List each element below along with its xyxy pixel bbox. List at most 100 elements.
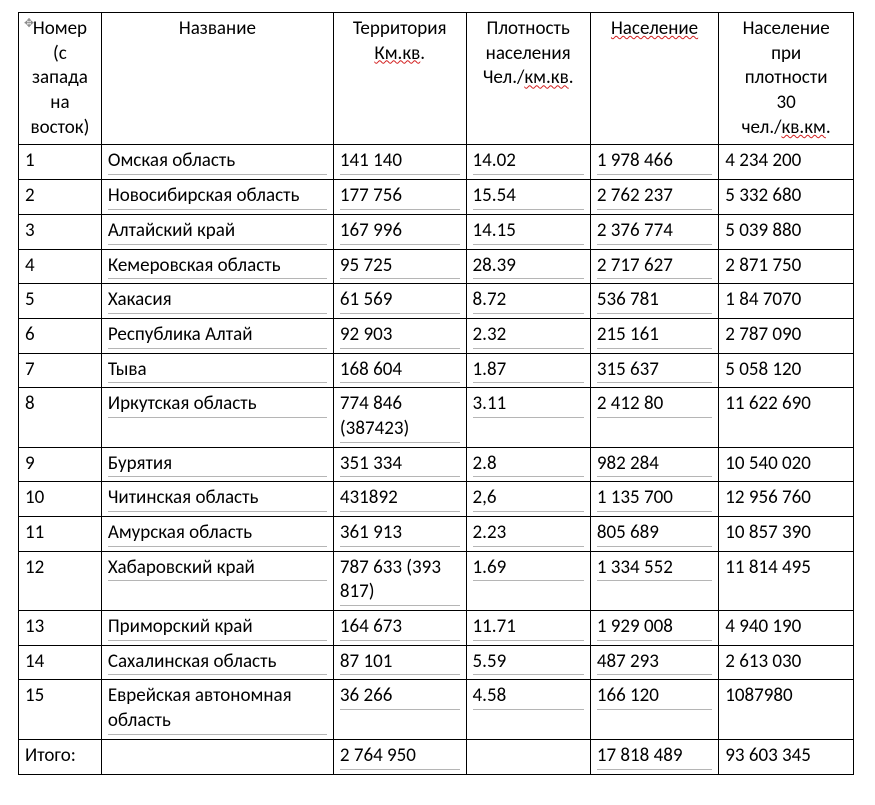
cell-population: 2 717 627 bbox=[590, 249, 718, 284]
cell-territory: 361 913 bbox=[333, 517, 466, 552]
cell-name: Амурская область bbox=[101, 517, 333, 552]
cell-name: Тыва bbox=[101, 353, 333, 388]
table-row: 3Алтайский край167 99614.152 376 7745 03… bbox=[19, 214, 854, 249]
cell-territory: 36 266 bbox=[333, 680, 466, 739]
table-row: 13Приморский край164 67311.711 929 0084 … bbox=[19, 611, 854, 646]
cell-density: 8.72 bbox=[466, 284, 590, 319]
cell-population: 805 689 bbox=[590, 517, 718, 552]
cell-name: Сахалинская область bbox=[101, 645, 333, 680]
cell-territory: 351 334 bbox=[333, 447, 466, 482]
cell-density: 2.8 bbox=[466, 447, 590, 482]
cell-number: 13 bbox=[19, 611, 102, 646]
cell-number: 5 bbox=[19, 284, 102, 319]
cell-name: Хабаровский край bbox=[101, 551, 333, 610]
cell-pop30: 11 622 690 bbox=[719, 388, 854, 447]
table-row: 2Новосибирская область177 75615.542 762 … bbox=[19, 180, 854, 215]
cell-territory: 92 903 bbox=[333, 318, 466, 353]
cell-name: Алтайский край bbox=[101, 214, 333, 249]
cell-density: 11.71 bbox=[466, 611, 590, 646]
cell-name: Кемеровская область bbox=[101, 249, 333, 284]
cell-pop30: 5 039 880 bbox=[719, 214, 854, 249]
table-body: 1Омская область141 14014.021 978 4664 23… bbox=[19, 145, 854, 774]
cell-population: 2 762 237 bbox=[590, 180, 718, 215]
cell-density: 4.58 bbox=[466, 680, 590, 739]
cell-total-population: 17 818 489 bbox=[590, 739, 718, 774]
cell-total-name bbox=[101, 739, 333, 774]
cell-density: 5.59 bbox=[466, 645, 590, 680]
cell-density: 2.32 bbox=[466, 318, 590, 353]
cell-density: 3.11 bbox=[466, 388, 590, 447]
col-header-name: Название bbox=[101, 13, 333, 145]
cell-population: 1 334 552 bbox=[590, 551, 718, 610]
cell-territory: 61 569 bbox=[333, 284, 466, 319]
table-row: 9Бурятия351 3342.8982 28410 540 020 bbox=[19, 447, 854, 482]
cell-number: 15 bbox=[19, 680, 102, 739]
cell-name: Приморский край bbox=[101, 611, 333, 646]
cell-number: 1 bbox=[19, 145, 102, 180]
cell-name: Новосибирская область bbox=[101, 180, 333, 215]
cell-territory: 177 756 bbox=[333, 180, 466, 215]
cell-name: Бурятия bbox=[101, 447, 333, 482]
cell-territory: 95 725 bbox=[333, 249, 466, 284]
cell-population: 536 781 bbox=[590, 284, 718, 319]
table-row: 8Иркутская область774 846 (387423)3.112 … bbox=[19, 388, 854, 447]
cell-name: Омская область bbox=[101, 145, 333, 180]
cell-population: 982 284 bbox=[590, 447, 718, 482]
cell-name: Республика Алтай bbox=[101, 318, 333, 353]
cell-population: 315 637 bbox=[590, 353, 718, 388]
cell-number: 14 bbox=[19, 645, 102, 680]
cell-number: 8 bbox=[19, 388, 102, 447]
cell-pop30: 12 956 760 bbox=[719, 482, 854, 517]
cell-pop30: 1 84 7070 bbox=[719, 284, 854, 319]
table-row: 5Хакасия61 5698.72536 7811 84 7070 bbox=[19, 284, 854, 319]
cell-density: 28.39 bbox=[466, 249, 590, 284]
cell-number: 11 bbox=[19, 517, 102, 552]
table-total-row: Итого:2 764 95017 818 48993 603 345 bbox=[19, 739, 854, 774]
cell-population: 166 120 bbox=[590, 680, 718, 739]
cell-number: 4 bbox=[19, 249, 102, 284]
cell-population: 1 135 700 bbox=[590, 482, 718, 517]
cell-density: 1.87 bbox=[466, 353, 590, 388]
cell-population: 1 978 466 bbox=[590, 145, 718, 180]
table-move-handle-icon: ✥ bbox=[24, 20, 33, 29]
cell-pop30: 5 058 120 bbox=[719, 353, 854, 388]
cell-pop30: 2 871 750 bbox=[719, 249, 854, 284]
cell-total-label: Итого: bbox=[19, 739, 102, 774]
cell-total-density bbox=[466, 739, 590, 774]
cell-territory: 168 604 bbox=[333, 353, 466, 388]
cell-territory: 164 673 bbox=[333, 611, 466, 646]
cell-number: 12 bbox=[19, 551, 102, 610]
table-header-row: Номер (с запада на восток) Название Терр… bbox=[19, 13, 854, 145]
cell-territory: 787 633 (393 817) bbox=[333, 551, 466, 610]
cell-density: 2.23 bbox=[466, 517, 590, 552]
cell-name: Читинская область bbox=[101, 482, 333, 517]
cell-population: 1 929 008 bbox=[590, 611, 718, 646]
cell-territory: 431892 bbox=[333, 482, 466, 517]
cell-number: 7 bbox=[19, 353, 102, 388]
cell-density: 14.02 bbox=[466, 145, 590, 180]
cell-name: Иркутская область bbox=[101, 388, 333, 447]
cell-pop30: 2 613 030 bbox=[719, 645, 854, 680]
cell-number: 6 bbox=[19, 318, 102, 353]
col-header-population: Население bbox=[590, 13, 718, 145]
cell-number: 9 bbox=[19, 447, 102, 482]
cell-number: 2 bbox=[19, 180, 102, 215]
regions-table: Номер (с запада на восток) Название Терр… bbox=[18, 12, 854, 775]
cell-pop30: 4 940 190 bbox=[719, 611, 854, 646]
cell-territory: 141 140 bbox=[333, 145, 466, 180]
table-row: 1Омская область141 14014.021 978 4664 23… bbox=[19, 145, 854, 180]
cell-territory: 167 996 bbox=[333, 214, 466, 249]
cell-territory: 87 101 bbox=[333, 645, 466, 680]
cell-name: Еврейская автономная область bbox=[101, 680, 333, 739]
cell-pop30: 5 332 680 bbox=[719, 180, 854, 215]
cell-population: 2 376 774 bbox=[590, 214, 718, 249]
cell-territory: 774 846 (387423) bbox=[333, 388, 466, 447]
cell-pop30: 1087980 bbox=[719, 680, 854, 739]
table-row: 7Тыва168 6041.87315 6375 058 120 bbox=[19, 353, 854, 388]
col-header-density: Плотность населения Чел./км.кв. bbox=[466, 13, 590, 145]
table-row: 11Амурская область361 9132.23805 68910 8… bbox=[19, 517, 854, 552]
cell-population: 215 161 bbox=[590, 318, 718, 353]
cell-density: 14.15 bbox=[466, 214, 590, 249]
cell-pop30: 10 540 020 bbox=[719, 447, 854, 482]
cell-density: 1.69 bbox=[466, 551, 590, 610]
